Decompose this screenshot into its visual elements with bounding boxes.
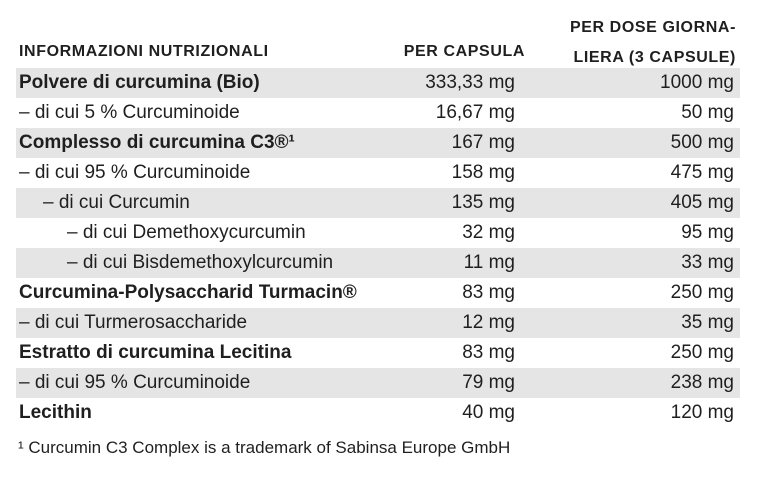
row-per-capsule: 83 mg	[462, 282, 515, 303]
row-per-day: 33 mg	[681, 252, 734, 273]
row-name: – di cui Turmerosaccharide	[19, 312, 248, 333]
row-per-day: 475 mg	[670, 162, 734, 183]
row-per-capsule: 79 mg	[462, 372, 515, 393]
row-per-day: 238 mg	[670, 372, 734, 393]
row-name: Lecithin	[19, 402, 92, 423]
row-name: – di cui Curcumin	[43, 192, 190, 213]
row-per-day: 120 mg	[670, 402, 734, 423]
table-row: Polvere di curcumina (Bio) 333,33 mg 100…	[16, 68, 740, 98]
header-per-daily-dose-line1: PER DOSE GIORNA-	[569, 19, 736, 36]
row-name: Polvere di curcumina (Bio)	[19, 72, 260, 93]
row-per-capsule: 40 mg	[462, 402, 515, 423]
header-per-daily-dose-line2: LIERA (3 CAPSULE)	[573, 49, 736, 66]
table-header: INFORMAZIONI NUTRIZIONALI PER CAPSULA PE…	[16, 10, 740, 68]
header-per-daily-dose: PER DOSE GIORNA- LIERA (3 CAPSULE)	[536, 13, 736, 73]
row-per-capsule: 333,33 mg	[425, 72, 515, 93]
header-nutrition-info: INFORMAZIONI NUTRIZIONALI	[19, 43, 269, 60]
table-row: Lecithin 40 mg 120 mg	[16, 398, 740, 428]
row-name: – di cui 95 % Curcuminoide	[19, 372, 251, 393]
row-per-capsule: 158 mg	[451, 162, 515, 183]
row-per-day: 50 mg	[681, 102, 734, 123]
header-per-capsule: PER CAPSULA	[403, 43, 525, 60]
row-name: – di cui Bisdemethoxylcurcumin	[67, 252, 334, 273]
row-per-day: 35 mg	[681, 312, 734, 333]
row-per-capsule: 167 mg	[451, 132, 515, 153]
row-per-day: 250 mg	[670, 282, 734, 303]
row-per-capsule: 135 mg	[451, 192, 515, 213]
row-per-capsule: 11 mg	[463, 252, 515, 273]
table-row: – di cui 5 % Curcuminoide 16,67 mg 50 mg	[16, 98, 740, 128]
table-row: – di cui Demethoxycurcumin 32 mg 95 mg	[16, 218, 740, 248]
row-name: Estratto di curcumina Lecitina	[19, 342, 292, 363]
table-row: Complesso di curcumina C3®¹ 167 mg 500 m…	[16, 128, 740, 158]
table-row: Curcumina-Polysaccharid Turmacin® 83 mg …	[16, 278, 740, 308]
row-per-day: 1000 mg	[660, 72, 734, 93]
row-per-capsule: 12 mg	[462, 312, 515, 333]
table-row: – di cui 95 % Curcuminoide 158 mg 475 mg	[16, 158, 740, 188]
row-name: – di cui 5 % Curcuminoide	[19, 102, 240, 123]
row-name: Complesso di curcumina C3®¹	[19, 132, 295, 153]
table-row: – di cui Curcumin 135 mg 405 mg	[16, 188, 740, 218]
row-per-day: 250 mg	[670, 342, 734, 363]
row-per-capsule: 32 mg	[462, 222, 515, 243]
row-per-day: 405 mg	[670, 192, 734, 213]
footnote: ¹ Curcumin C3 Complex is a trademark of …	[18, 438, 511, 457]
nutrition-table: INFORMAZIONI NUTRIZIONALI PER CAPSULA PE…	[16, 10, 740, 428]
row-per-day: 500 mg	[670, 132, 734, 153]
row-per-day: 95 mg	[681, 222, 734, 243]
table-row: – di cui Turmerosaccharide 12 mg 35 mg	[16, 308, 740, 338]
row-per-capsule: 16,67 mg	[435, 102, 515, 123]
row-name: Curcumina-Polysaccharid Turmacin®	[19, 282, 357, 303]
table-row: – di cui 95 % Curcuminoide 79 mg 238 mg	[16, 368, 740, 398]
row-name: – di cui 95 % Curcuminoide	[19, 162, 251, 183]
row-per-capsule: 83 mg	[462, 342, 515, 363]
row-name: – di cui Demethoxycurcumin	[67, 222, 306, 243]
table-row: Estratto di curcumina Lecitina 83 mg 250…	[16, 338, 740, 368]
table-row: – di cui Bisdemethoxylcurcumin 11 mg 33 …	[16, 248, 740, 278]
